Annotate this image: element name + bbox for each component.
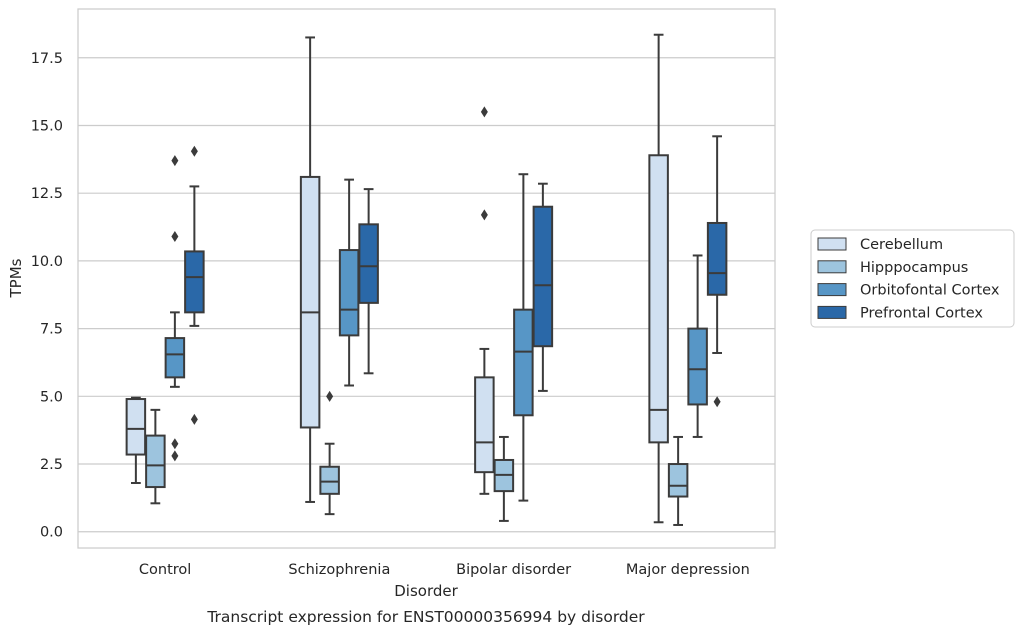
box-orbitofontal-cortex xyxy=(338,178,360,387)
outlier-point xyxy=(480,106,488,118)
box-hipppocampus xyxy=(667,435,689,526)
x-tick-label: Major depression xyxy=(626,562,750,578)
box-iqr xyxy=(687,327,708,406)
outlier-point xyxy=(480,209,488,221)
x-tick-label: Bipolar disorder xyxy=(456,562,571,578)
box-hipppocampus xyxy=(145,408,166,505)
box-iqr xyxy=(667,463,689,498)
legend-item: Orbitofontal Cortex xyxy=(817,283,1000,299)
box-iqr xyxy=(648,154,669,444)
legend-item: Hipppocampus xyxy=(817,260,968,276)
box-iqr xyxy=(125,398,147,456)
y-tick-labels: 0.0 2.5 5.0 7.5 10.0 12.5 15.0 17.5 xyxy=(31,51,63,541)
y-tick-label: 7.5 xyxy=(40,322,63,338)
legend-swatch xyxy=(817,260,847,274)
legend-item: Cerebellum xyxy=(817,237,943,253)
box-orbitofontal-cortex xyxy=(164,155,186,462)
box-series xyxy=(125,33,728,526)
y-tick-label: 2.5 xyxy=(40,457,63,473)
x-tick-label: Control xyxy=(139,562,191,578)
y-tick-label: 0.0 xyxy=(40,525,63,541)
y-tick-label: 12.5 xyxy=(31,186,63,202)
box-iqr xyxy=(338,249,360,337)
legend-item: Prefrontal Cortex xyxy=(817,305,983,321)
outlier-point xyxy=(171,155,179,167)
box-iqr xyxy=(513,308,534,417)
box-hipppocampus xyxy=(319,390,340,516)
plot-frame xyxy=(77,8,776,549)
outlier-point xyxy=(171,231,179,243)
outlier-point xyxy=(171,438,179,450)
box-cerebellum xyxy=(474,106,495,495)
box-orbitofontal-cortex xyxy=(687,254,708,438)
box-orbitofontal-cortex xyxy=(513,173,534,502)
box-iqr xyxy=(706,221,728,296)
y-tick-label: 15.0 xyxy=(31,118,63,134)
box-iqr xyxy=(358,223,379,304)
outlier-point xyxy=(190,145,198,157)
box-iqr xyxy=(532,205,554,348)
y-tick-label: 10.0 xyxy=(31,254,63,270)
box-prefrontal-cortex xyxy=(184,145,205,425)
box-iqr xyxy=(145,434,166,489)
box-prefrontal-cortex xyxy=(532,182,554,392)
box-iqr xyxy=(474,376,495,474)
box-cerebellum xyxy=(648,33,669,524)
outlier-point xyxy=(190,413,198,425)
legend-frame xyxy=(810,229,1015,328)
legend-label: Prefrontal Cortex xyxy=(860,305,983,321)
box-cerebellum xyxy=(299,36,321,503)
y-axis-label: TPMs xyxy=(7,258,25,298)
legend-label: Hipppocampus xyxy=(860,260,968,276)
x-tick-label: Schizophrenia xyxy=(288,562,390,578)
y-tick-label: 5.0 xyxy=(40,389,63,405)
box-iqr xyxy=(164,337,186,379)
legend: Cerebellum Hipppocampus Orbitofontal Corte… xyxy=(810,229,1015,328)
legend-label: Orbitofontal Cortex xyxy=(860,283,1000,299)
outlier-point xyxy=(326,390,334,402)
box-iqr xyxy=(299,175,321,429)
outlier-point xyxy=(713,396,721,408)
box-iqr xyxy=(184,250,205,314)
legend-swatch xyxy=(817,283,847,297)
box-hipppocampus xyxy=(493,435,515,522)
outlier-point xyxy=(171,450,179,462)
chart-caption: Transcript expression for ENST0000035699… xyxy=(206,608,645,626)
legend-swatch xyxy=(817,237,847,251)
x-axis-label: Disorder xyxy=(394,582,458,600)
box-prefrontal-cortex xyxy=(358,188,379,375)
box-iqr xyxy=(319,465,340,495)
legend-label: Cerebellum xyxy=(860,237,943,253)
box-cerebellum xyxy=(125,396,147,484)
x-tick-labels: Control Schizophrenia Bipolar disorder Majo… xyxy=(139,562,750,578)
box-prefrontal-cortex xyxy=(706,135,728,408)
y-tick-label: 17.5 xyxy=(31,51,63,67)
legend-swatch xyxy=(817,305,847,319)
